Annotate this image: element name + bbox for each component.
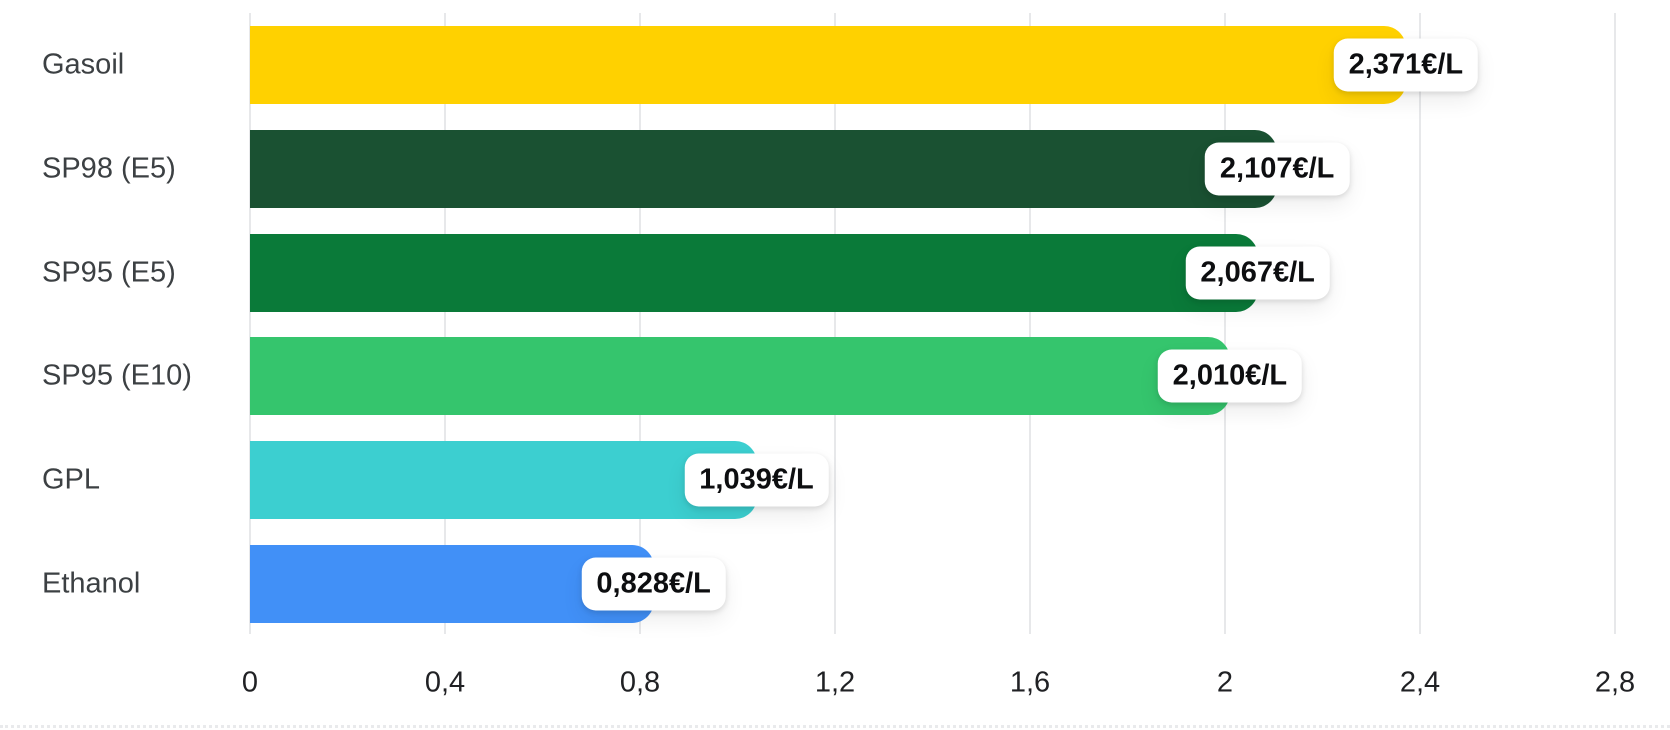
bar: [250, 26, 1406, 104]
x-tick-label: 0,8: [619, 666, 661, 699]
x-tick-label: 2,4: [1399, 666, 1441, 699]
category-label: Ethanol: [42, 567, 141, 600]
gridline: [639, 13, 641, 634]
gridline: [249, 13, 251, 634]
value-label: 0,828€/L: [581, 557, 726, 611]
value-label: 1,039€/L: [684, 453, 829, 507]
bar: [250, 233, 1258, 312]
category-label: GPL: [42, 463, 101, 496]
value-label: 2,067€/L: [1185, 246, 1330, 300]
gridline: [1029, 13, 1031, 634]
category-label: SP98 (E5): [42, 152, 176, 185]
gridline: [1224, 13, 1226, 634]
bottom-divider: [0, 725, 1670, 728]
gridline: [1614, 13, 1616, 634]
category-label: Gasoil: [42, 48, 125, 81]
category-label: SP95 (E5): [42, 256, 176, 289]
x-tick-label: 1,6: [1009, 666, 1051, 699]
x-tick-label: 0,4: [424, 666, 466, 699]
x-tick-label: 0: [241, 666, 259, 699]
bar: [250, 337, 1230, 416]
value-label: 2,371€/L: [1333, 38, 1479, 92]
gridline: [444, 13, 446, 634]
x-tick-label: 2: [1216, 666, 1234, 699]
gridline: [1419, 13, 1421, 634]
bar: [250, 441, 757, 520]
bar: [250, 129, 1278, 208]
x-tick-label: 1,2: [814, 666, 856, 699]
value-label: 2,010€/L: [1157, 349, 1303, 403]
value-label: 2,107€/L: [1204, 142, 1350, 196]
category-label: SP95 (E10): [42, 359, 192, 392]
gridline: [834, 13, 836, 634]
x-tick-label: 2,8: [1594, 666, 1636, 699]
